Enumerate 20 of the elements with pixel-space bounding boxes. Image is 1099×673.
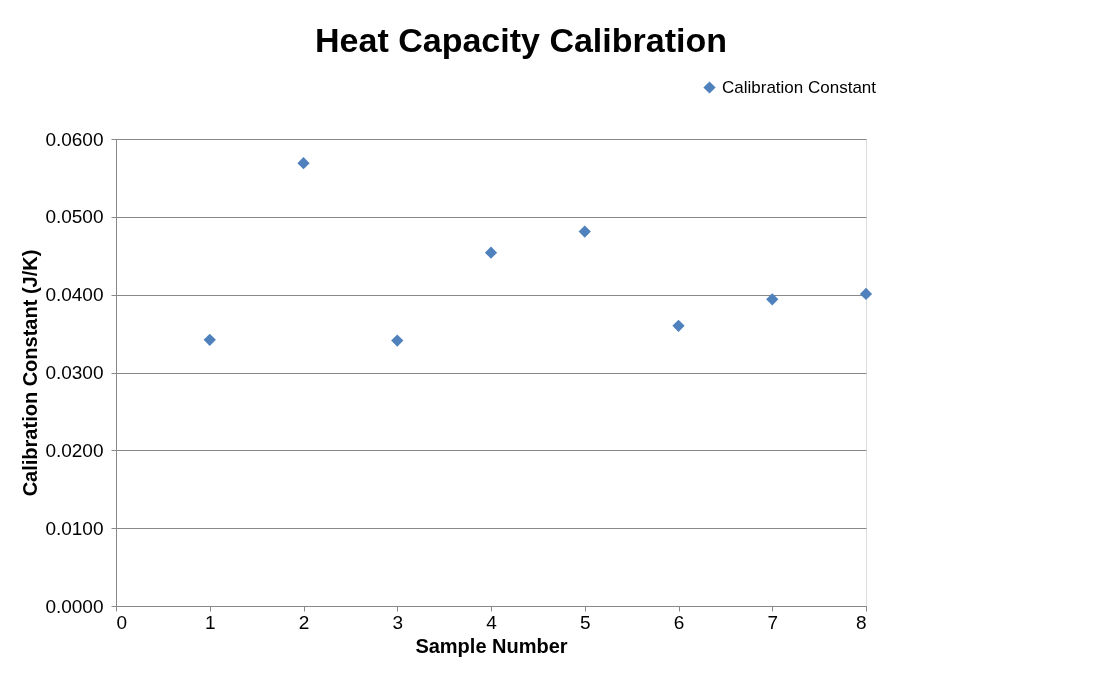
y-tick-label: 0.0400 (45, 284, 104, 306)
chart-title: Heat Capacity Calibration (315, 21, 727, 59)
x-axis-title: Sample Number (415, 634, 568, 657)
x-tick-label: 2 (298, 611, 310, 633)
x-tick-label: 4 (486, 611, 498, 633)
y-tick-label: 0.0100 (45, 517, 104, 539)
x-tick-label: 6 (673, 611, 685, 633)
y-tick-label: 0.0500 (45, 206, 104, 228)
x-tick-label: 0 (116, 611, 128, 633)
x-tick-label: 3 (392, 611, 404, 633)
legend-label: Calibration Constant (722, 77, 877, 97)
y-tick-label: 0.0600 (45, 128, 104, 150)
x-tick-label: 7 (767, 611, 779, 633)
y-tick-label: 0.0300 (45, 362, 104, 383)
y-tick-label: 0.0000 (45, 595, 104, 617)
x-tick-label: 5 (579, 611, 591, 633)
x-tick-label: 1 (204, 611, 216, 633)
y-tick-label: 0.0200 (45, 439, 104, 461)
x-tick-label: 8 (855, 611, 867, 633)
y-axis-title: Calibration Constant (J/K) (19, 249, 42, 497)
